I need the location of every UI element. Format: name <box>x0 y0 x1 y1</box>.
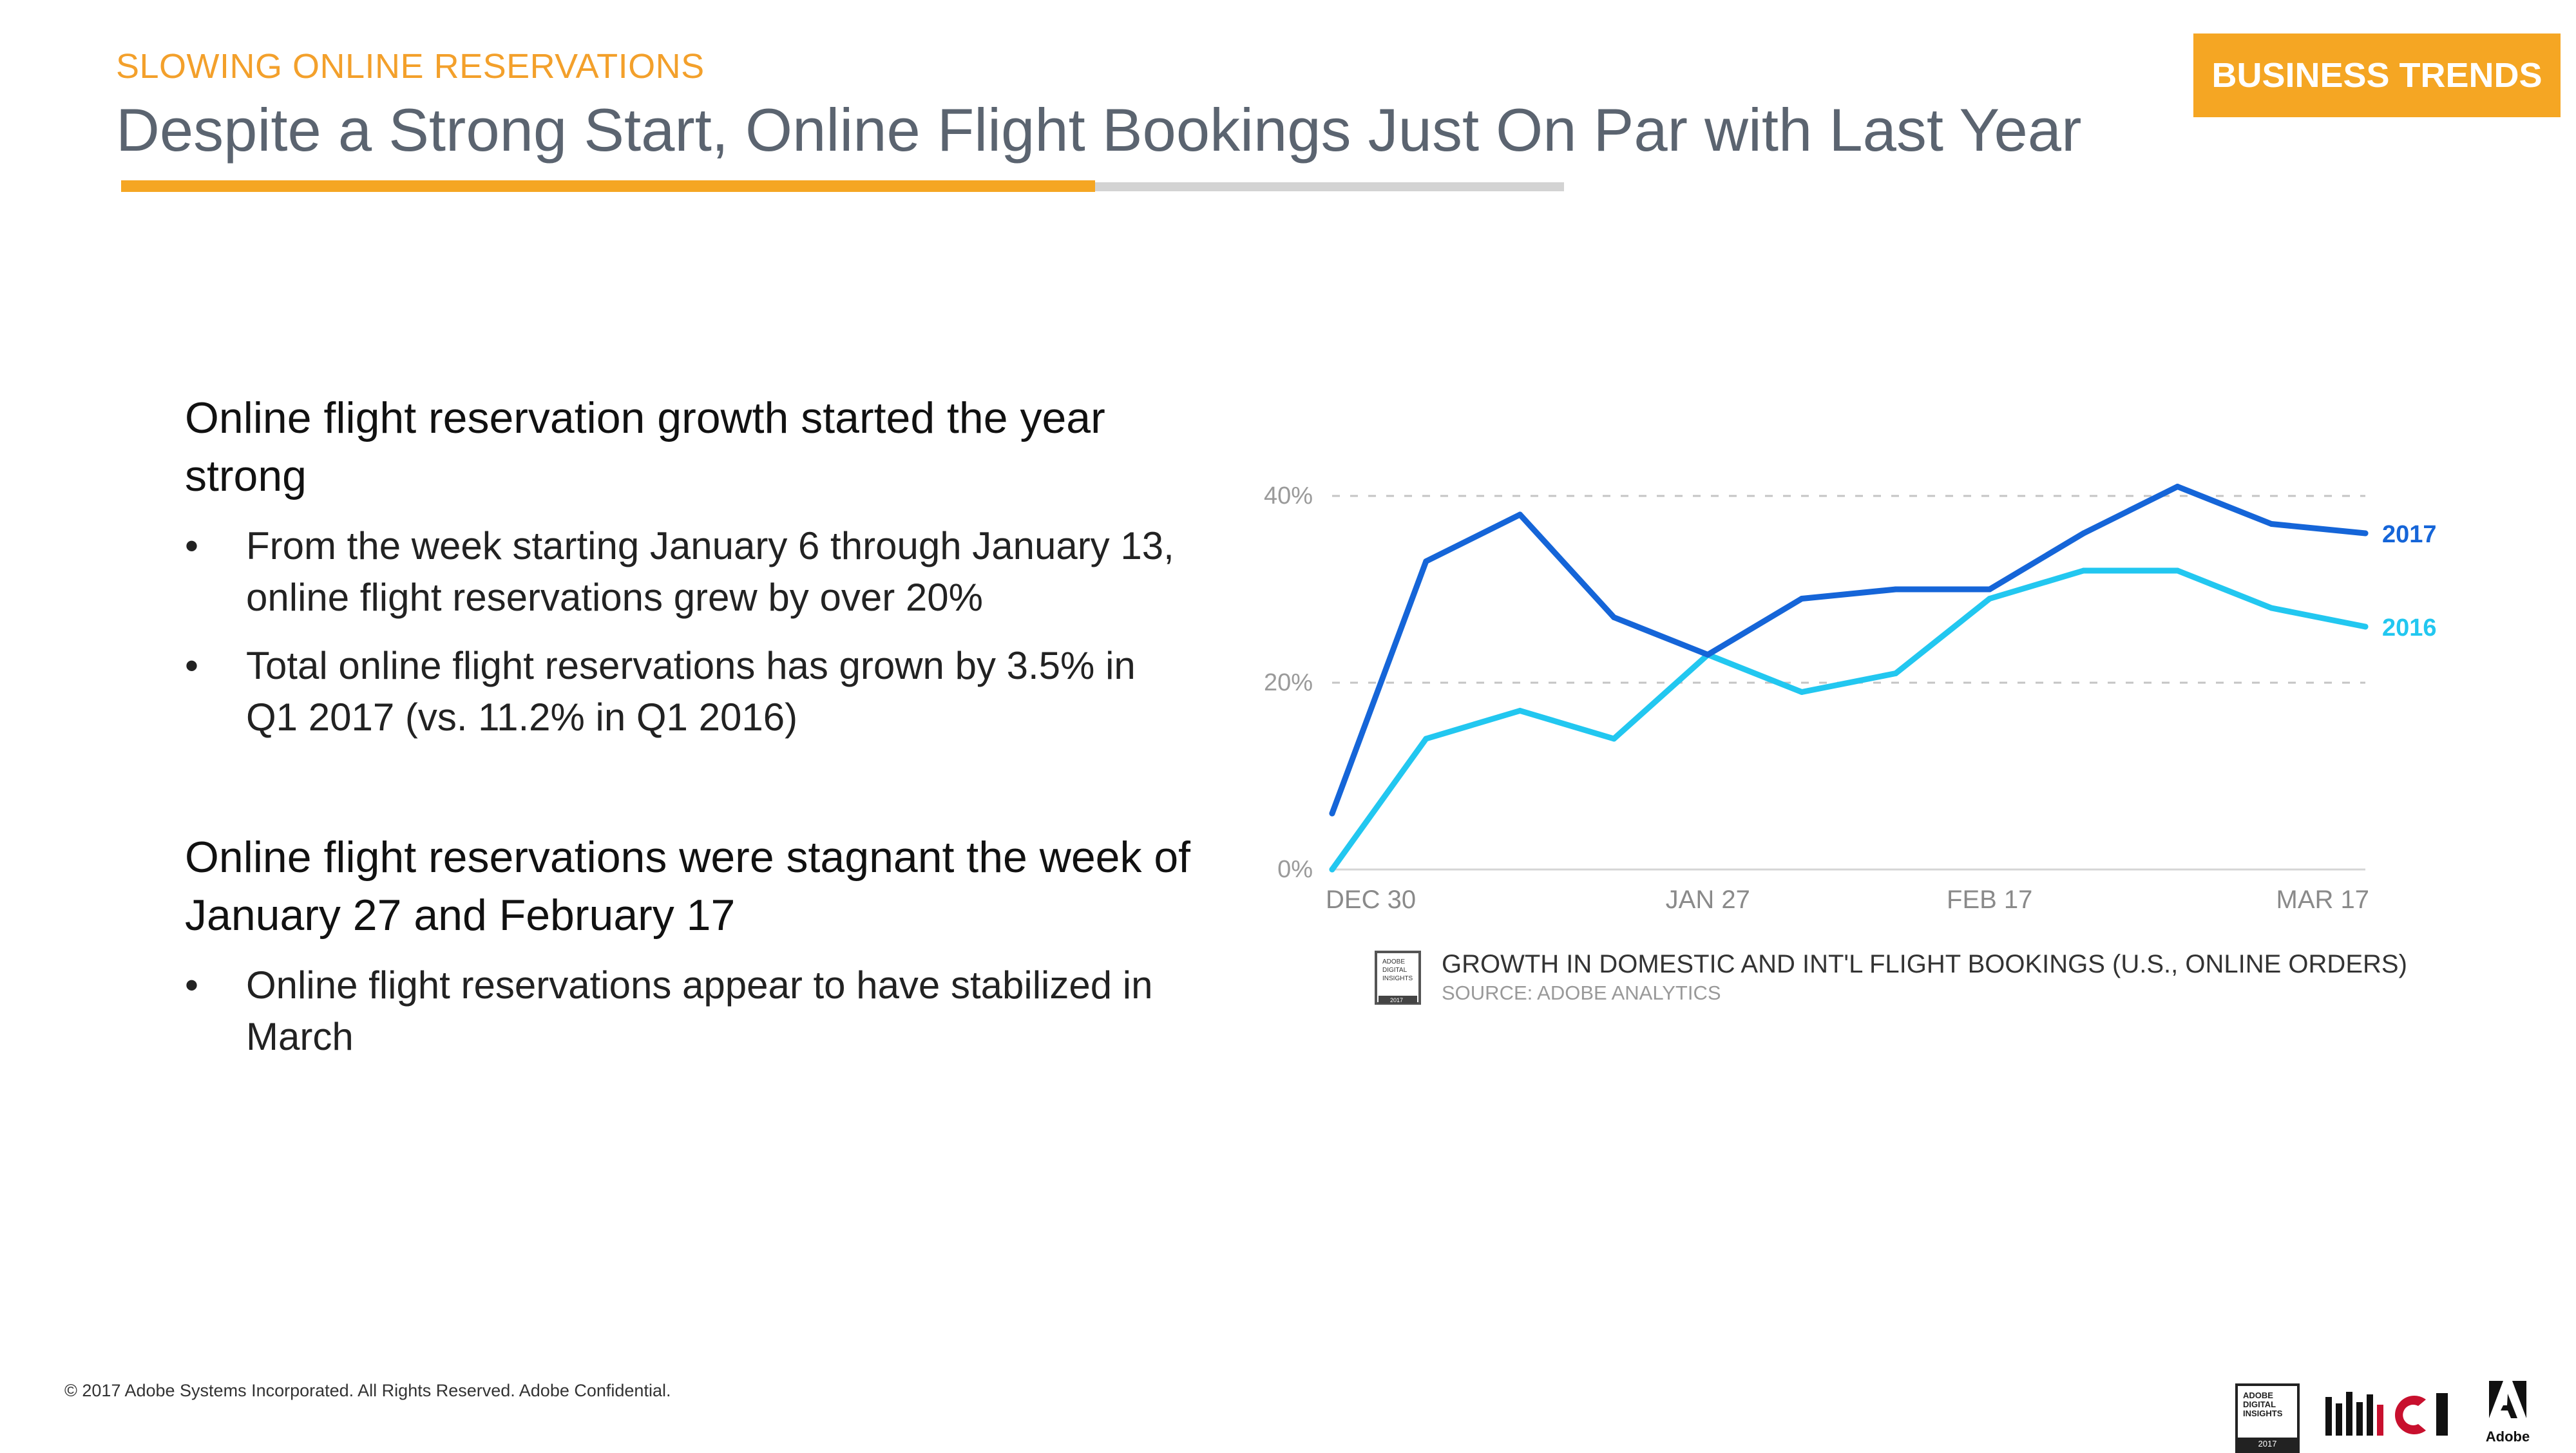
series-label-2016: 2016 <box>2382 614 2437 641</box>
chart-caption-source: SOURCE: ADOBE ANALYTICS <box>1442 982 1721 1004</box>
grid-lines <box>1332 495 2365 871</box>
data-point-2017 <box>1610 614 1617 620</box>
series-lines: 2016 2017 <box>1329 484 2437 873</box>
logo-year: 2017 <box>2238 1438 2297 1450</box>
data-point-2017 <box>1329 810 1335 817</box>
caption-logo-line: 2017 <box>1390 997 1403 1003</box>
data-point-2017 <box>1893 586 1899 593</box>
adobe-logo-icon: Adobe <box>2486 1381 2530 1445</box>
data-point-2016 <box>1329 866 1335 873</box>
adobe-wordmark: Adobe <box>2486 1429 2530 1445</box>
copyright-footer: © 2017 Adobe Systems Incorporated. All R… <box>64 1381 671 1400</box>
y-axis-ticks: 0% 20% 40% <box>1264 482 1313 883</box>
data-point-2017 <box>2174 484 2180 489</box>
logo-line: ADOBE <box>2243 1391 2273 1400</box>
data-point-2016 <box>1423 736 1429 742</box>
data-point-2017 <box>1517 511 1523 518</box>
data-point-2017 <box>1798 596 1805 602</box>
page-title: Despite a Strong Start, Online Flight Bo… <box>116 96 2082 164</box>
data-point-2017 <box>1704 652 1711 658</box>
logo-line: INSIGHTS <box>2243 1409 2283 1418</box>
title-rule-accent <box>121 180 1095 192</box>
bullet-list-growth: From the week starting January 6 through… <box>185 520 1190 743</box>
section-heading-growth: Online flight reservation growth started… <box>185 394 1105 500</box>
bullet-item: From the week starting January 6 through… <box>185 520 1190 623</box>
data-point-2017 <box>2362 530 2369 537</box>
series-label-2017: 2017 <box>2382 521 2437 548</box>
caption-logo-line: INSIGHTS <box>1382 975 1413 982</box>
x-axis-ticks: DEC 30 JAN 27 FEB 17 MAR 17 <box>1326 886 2369 914</box>
data-point-2016 <box>1987 596 1993 602</box>
data-point-2017 <box>1987 586 1993 593</box>
adobe-digital-insights-logo: ADOBE DIGITAL INSIGHTS 2017 <box>2235 1383 2300 1453</box>
data-point-2016 <box>2268 605 2275 611</box>
data-point-2016 <box>1893 670 1899 676</box>
y-tick-label: 0% <box>1277 856 1313 883</box>
chart-caption: ADOBE DIGITAL INSIGHTS 2017 GROWTH IN DO… <box>1375 950 2407 1005</box>
data-point-2016 <box>2081 567 2087 574</box>
business-trends-badge: BUSINESS TRENDS <box>2193 33 2561 117</box>
data-point-2016 <box>2174 567 2180 574</box>
data-point-2017 <box>2081 530 2087 537</box>
x-tick-label: DEC 30 <box>1326 886 1416 914</box>
y-tick-label: 40% <box>1264 482 1313 509</box>
adobe-digital-insights-icon: ADOBE DIGITAL INSIGHTS 2017 <box>1375 951 1421 1005</box>
data-point-2017 <box>2268 521 2275 527</box>
data-point-2016 <box>1517 708 1523 714</box>
data-point-2017 <box>1423 558 1429 564</box>
bullet-item: Total online flight reservations has gro… <box>185 640 1190 743</box>
data-point-2016 <box>1610 736 1617 742</box>
x-tick-label: JAN 27 <box>1666 886 1750 914</box>
x-tick-label: MAR 17 <box>2276 886 2370 914</box>
caption-logo-line: DIGITAL <box>1382 967 1407 974</box>
section-kicker: SLOWING ONLINE RESERVATIONS <box>116 47 705 86</box>
series-line-2017 <box>1329 484 2369 817</box>
bullet-list-stagnant: Online flight reservations appear to hav… <box>185 960 1190 1063</box>
mci-logo-icon <box>2325 1392 2448 1436</box>
flight-bookings-line-chart: 0%20%40% DEC 30 JAN 27 FEB 17 MAR 17 201620… <box>1264 482 2437 1005</box>
logo-line: DIGITAL <box>2243 1400 2276 1409</box>
y-tick-label: 20% <box>1264 669 1313 696</box>
chart-caption-title: GROWTH IN DOMESTIC AND INT'L FLIGHT BOOK… <box>1442 950 2407 978</box>
bullet-item: Online flight reservations appear to hav… <box>185 960 1190 1063</box>
section-heading-stagnant: Online flight reservations were stagnant… <box>185 833 1191 940</box>
x-tick-label: FEB 17 <box>1947 886 2032 914</box>
data-point-2016 <box>2362 623 2369 630</box>
data-point-2016 <box>1798 689 1805 695</box>
series-line-2016 <box>1329 567 2369 873</box>
caption-logo-line: ADOBE <box>1382 958 1405 965</box>
